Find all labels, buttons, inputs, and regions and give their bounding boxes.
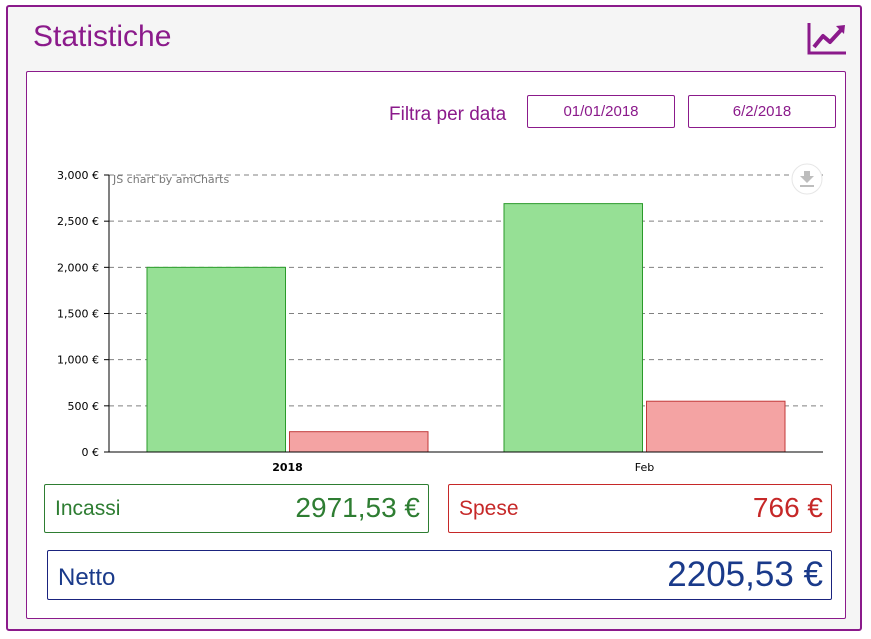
chart-container: Filtra per data 0 € 500 € 1,000 € 1,500 € 2,… (26, 71, 846, 619)
download-icon (800, 171, 814, 187)
bar-chart: 0 € 500 € 1,000 € 1,500 € 2,000 € 2,500 € 3,00… (57, 163, 823, 474)
income-label: Incassi (55, 497, 121, 520)
bar-2018-series-2[interactable] (289, 431, 429, 453)
net-value: 2205,53 € (667, 555, 823, 594)
net-card: Netto 2205,53 € (47, 550, 832, 600)
statistics-panel: Statistiche Filtra per data 0 € 500 € 1,00… (6, 5, 862, 631)
income-value: 2971,53 € (295, 492, 420, 523)
y-tick-label: 500 € (68, 400, 100, 413)
trend-chart-icon[interactable] (806, 20, 848, 56)
expenses-label: Spese (459, 497, 519, 520)
y-tick-label: 2,000 € (57, 261, 99, 274)
x-tick-label: 2018 (272, 461, 303, 474)
income-card: Incassi 2971,53 € (44, 484, 429, 533)
y-tick-label: 2,500 € (57, 215, 99, 228)
expenses-value: 766 € (752, 492, 823, 523)
export-button[interactable] (791, 163, 823, 195)
y-tick-label: 0 € (82, 446, 100, 459)
bar-feb-series-2[interactable] (646, 400, 786, 453)
y-tick-label: 3,000 € (57, 169, 99, 182)
y-tick-label: 1,500 € (57, 308, 99, 321)
date-to-input[interactable] (688, 95, 836, 128)
expenses-card: Spese 766 € (448, 484, 832, 533)
date-from-input[interactable] (527, 95, 675, 128)
panel-title: Statistiche (33, 20, 172, 53)
bar-feb-series-1[interactable] (503, 203, 643, 453)
bar-2018-series-1[interactable] (146, 266, 286, 453)
chart-credit[interactable]: JS chart by amCharts (112, 173, 229, 186)
x-tick-label: Feb (635, 461, 654, 474)
y-tick-label: 1,000 € (57, 354, 99, 367)
filter-label: Filtra per data (389, 104, 507, 125)
net-label: Netto (58, 564, 116, 591)
